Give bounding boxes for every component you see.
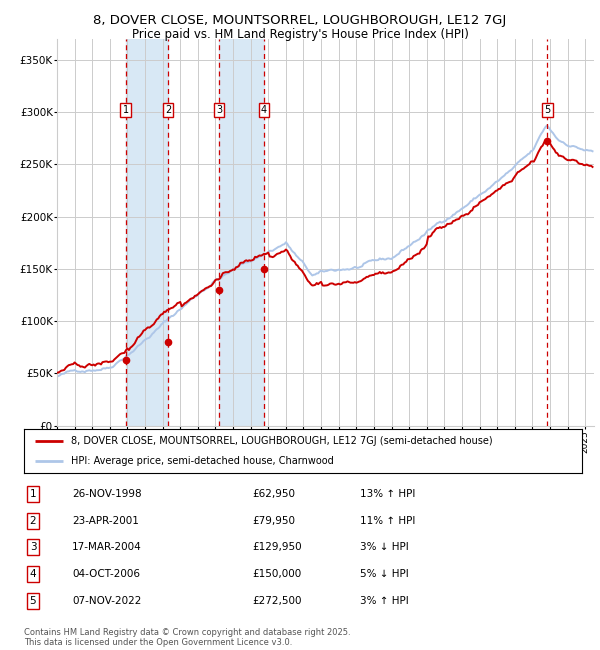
Text: 13% ↑ HPI: 13% ↑ HPI [360,489,415,499]
Text: 8, DOVER CLOSE, MOUNTSORREL, LOUGHBOROUGH, LE12 7GJ (semi-detached house): 8, DOVER CLOSE, MOUNTSORREL, LOUGHBOROUG… [71,436,493,446]
Text: 5% ↓ HPI: 5% ↓ HPI [360,569,409,579]
Text: 3: 3 [216,105,222,115]
Text: £129,950: £129,950 [252,542,302,552]
Text: 11% ↑ HPI: 11% ↑ HPI [360,515,415,526]
Text: 4: 4 [29,569,37,579]
Text: £272,500: £272,500 [252,595,302,606]
Text: £62,950: £62,950 [252,489,295,499]
Text: 3% ↑ HPI: 3% ↑ HPI [360,595,409,606]
Bar [125,39,168,426]
Text: 07-NOV-2022: 07-NOV-2022 [72,595,142,606]
Text: £79,950: £79,950 [252,515,295,526]
Text: 4: 4 [261,105,267,115]
Text: 8, DOVER CLOSE, MOUNTSORREL, LOUGHBOROUGH, LE12 7GJ: 8, DOVER CLOSE, MOUNTSORREL, LOUGHBOROUG… [94,14,506,27]
Text: 3: 3 [29,542,37,552]
Text: 2: 2 [29,515,37,526]
Text: HPI: Average price, semi-detached house, Charnwood: HPI: Average price, semi-detached house,… [71,456,334,466]
Text: 23-APR-2001: 23-APR-2001 [72,515,139,526]
Bar [219,39,264,426]
Text: £150,000: £150,000 [252,569,301,579]
Text: 5: 5 [544,105,550,115]
Text: 3% ↓ HPI: 3% ↓ HPI [360,542,409,552]
Text: 2: 2 [165,105,171,115]
Text: 26-NOV-1998: 26-NOV-1998 [72,489,142,499]
Text: 1: 1 [29,489,37,499]
Text: Price paid vs. HM Land Registry's House Price Index (HPI): Price paid vs. HM Land Registry's House … [131,28,469,41]
Text: Contains HM Land Registry data © Crown copyright and database right 2025.
This d: Contains HM Land Registry data © Crown c… [24,628,350,647]
Text: 5: 5 [29,595,37,606]
Text: 17-MAR-2004: 17-MAR-2004 [72,542,142,552]
Text: 04-OCT-2006: 04-OCT-2006 [72,569,140,579]
Text: 1: 1 [122,105,129,115]
